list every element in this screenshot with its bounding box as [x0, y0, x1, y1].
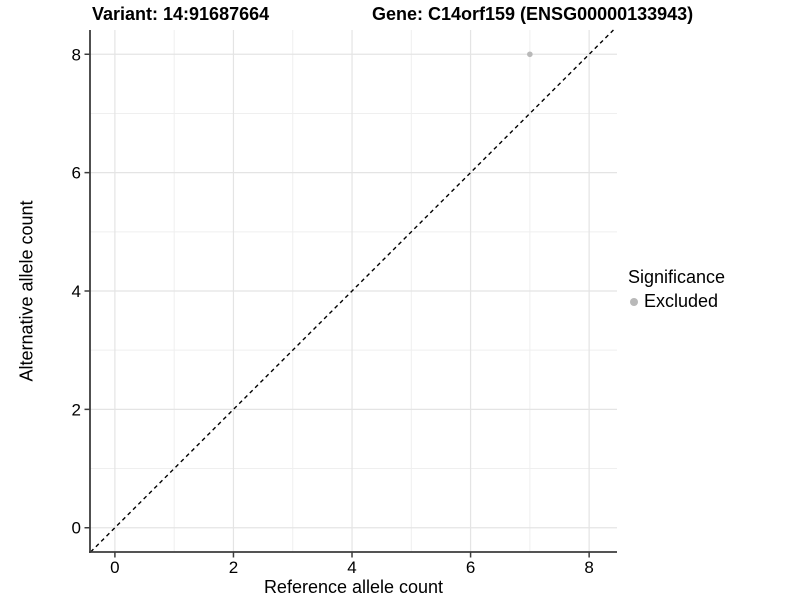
gridlines-major [90, 30, 617, 552]
y-tick-label: 4 [72, 282, 81, 301]
plot-title-gene: Gene: C14orf159 (ENSG00000133943) [372, 4, 694, 24]
x-tick-label: 2 [229, 558, 238, 577]
data-points [527, 51, 533, 58]
gridlines-minor [90, 30, 617, 552]
y-tick-label: 8 [72, 45, 81, 64]
legend: Significance Excluded [628, 267, 725, 312]
legend-point-icon [630, 297, 638, 306]
x-tick-labels: 0 2 4 6 8 [110, 558, 594, 577]
x-tick-label: 4 [347, 558, 356, 577]
y-tick-labels: 0 2 4 6 8 [72, 45, 81, 537]
plot-title-variant: Variant: 14:91687664 [92, 4, 270, 24]
legend-item-label: Excluded [644, 291, 719, 311]
y-tick-label: 0 [72, 519, 81, 538]
scatter-point-excluded [527, 51, 533, 58]
x-tick-label: 8 [584, 558, 593, 577]
legend-item-excluded: Excluded [628, 291, 725, 312]
y-tick-label: 6 [72, 164, 81, 183]
y-tick-label: 2 [72, 400, 81, 419]
identity-dashed-line [90, 29, 614, 553]
identity-line [90, 29, 614, 553]
tick-marks [84, 53, 590, 558]
legend-title: Significance [628, 267, 726, 287]
x-tick-label: 0 [110, 558, 119, 577]
x-axis-title: Reference allele count [263, 577, 444, 597]
x-tick-label: 6 [466, 558, 475, 577]
